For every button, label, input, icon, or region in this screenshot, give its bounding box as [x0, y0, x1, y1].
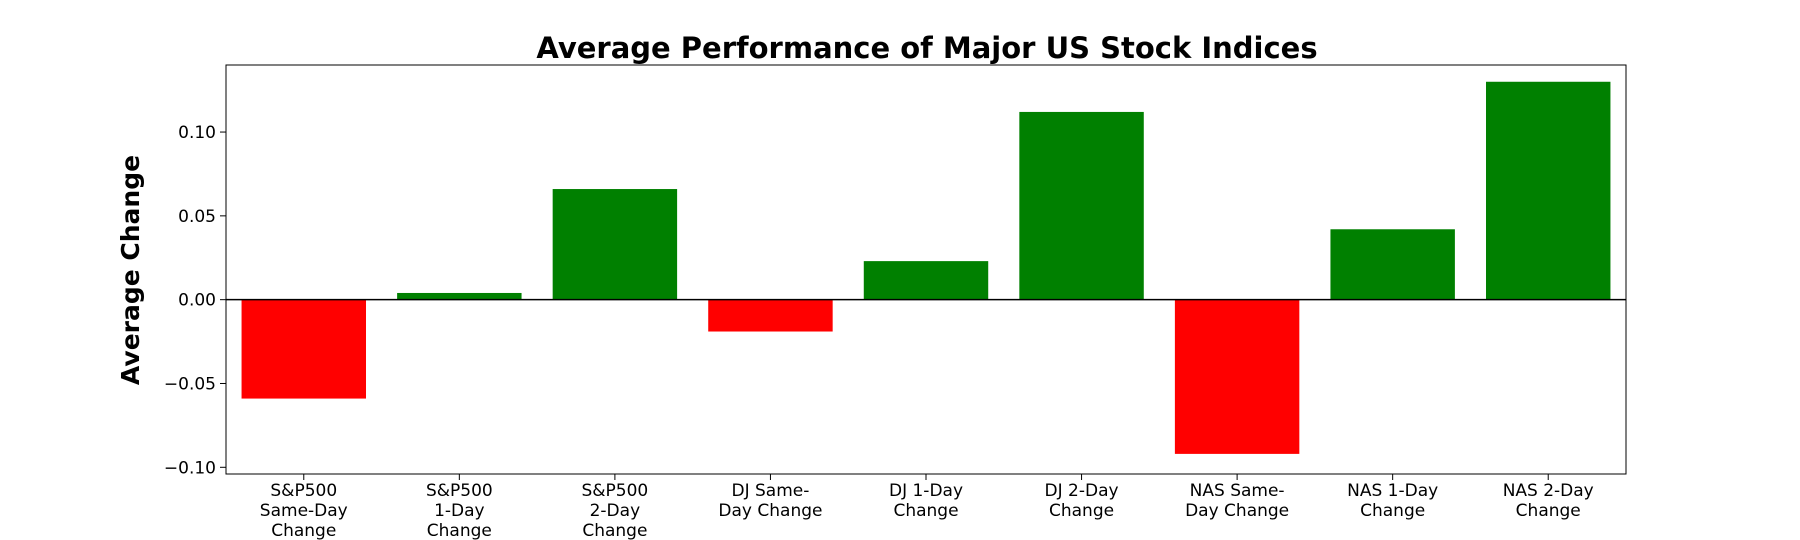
bar-5 — [863, 261, 989, 300]
bar-3 — [552, 189, 678, 300]
x-tick-label: S&P500 Same-Day Change — [260, 481, 348, 540]
y-tick-label: 0.00 — [178, 291, 216, 311]
x-tick-label: S&P500 1-Day Change — [426, 481, 493, 540]
x-tick-label: NAS 2-Day Change — [1503, 481, 1594, 521]
x-tick-label: DJ Same-Day Change — [718, 481, 822, 521]
x-tick-label: NAS Same-Day Change — [1185, 481, 1289, 521]
x-tick-label: S&P500 2-Day Change — [582, 481, 649, 540]
y-tick-label: −0.05 — [164, 374, 216, 394]
bar-7 — [1174, 299, 1300, 454]
chart-title: Average Performance of Major US Stock In… — [536, 31, 1317, 65]
bar-2 — [397, 292, 522, 300]
y-axis: −0.10 −0.05 0.00 0.05 0.10 — [164, 123, 226, 478]
bars-group — [241, 81, 1611, 454]
x-axis: S&P500 Same-Day Change S&P500 1-Day Change S&P… — [260, 474, 1594, 540]
bar-1 — [241, 299, 366, 399]
bar-6 — [1019, 111, 1144, 300]
y-tick-label: 0.10 — [178, 123, 216, 143]
x-tick-label: NAS 1-Day Change — [1347, 481, 1438, 521]
x-tick-label: DJ 1-Day Change — [889, 481, 963, 521]
bar-8 — [1330, 229, 1455, 300]
y-tick-label: −0.10 — [164, 458, 216, 478]
y-axis-label: Average Change — [116, 155, 145, 385]
x-tick-label: DJ 2-Day Change — [1045, 481, 1119, 521]
y-tick-label: 0.05 — [178, 207, 216, 227]
bar-9 — [1486, 81, 1611, 300]
bar-4 — [708, 299, 833, 332]
